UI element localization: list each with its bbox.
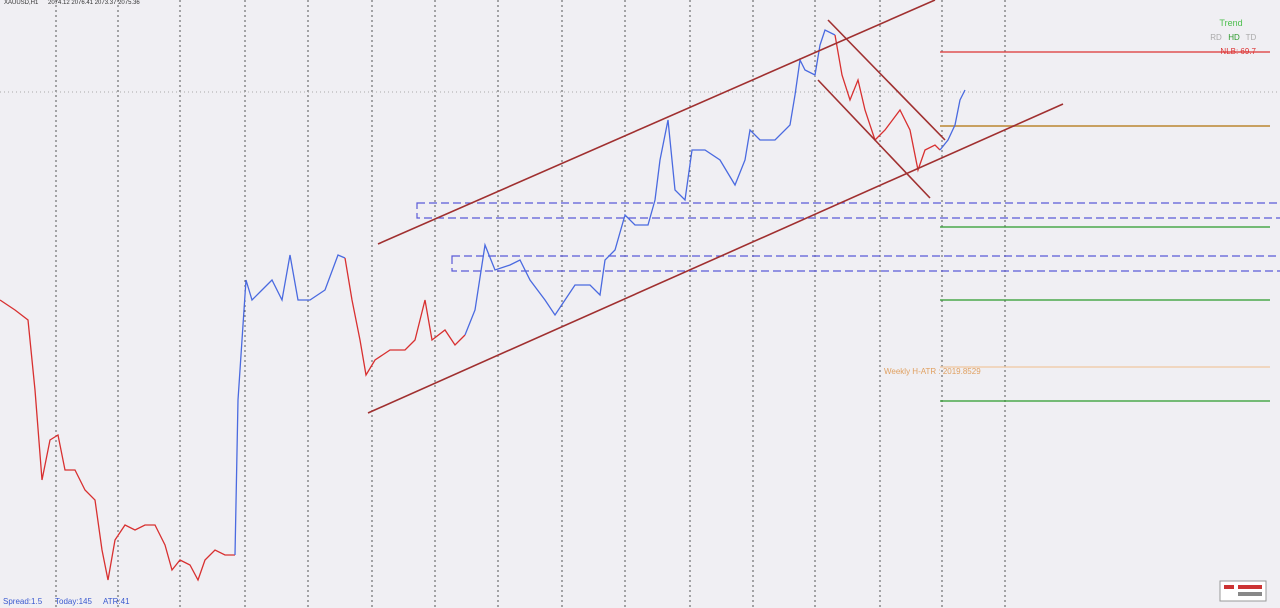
today: Today:145	[55, 597, 92, 606]
icon-part	[1238, 592, 1262, 596]
atr: ATR:41	[103, 597, 130, 606]
channels	[367, 0, 1064, 414]
trend-label: TD	[1246, 33, 1257, 42]
icon-part	[1238, 585, 1262, 589]
price	[0, 29, 966, 582]
trend-title: Trend	[1219, 18, 1242, 28]
weekly-atr: Weekly H-ATR : 2019.8529	[884, 367, 981, 376]
spread: Spread:1.5	[3, 597, 43, 606]
trend-line	[367, 103, 1064, 414]
price-path	[344, 257, 466, 377]
icon-frame[interactable]	[1219, 580, 1267, 602]
trend-line	[827, 19, 946, 141]
trend-line	[377, 0, 936, 245]
trend-line	[817, 79, 931, 199]
symbol: XAUUSD,H1	[4, 0, 39, 6]
zone	[451, 255, 1280, 272]
trend-level: NLB: 69.7	[1220, 47, 1256, 56]
price-path	[0, 299, 235, 582]
trend-label: RD	[1210, 33, 1222, 42]
zones	[416, 202, 1280, 272]
icon-part	[1224, 585, 1234, 589]
price-path	[939, 89, 966, 151]
price-path	[234, 254, 346, 556]
trend-label: HD	[1228, 33, 1240, 42]
zone	[416, 202, 1280, 219]
price-path	[834, 34, 941, 173]
toolbar-icon[interactable]	[1219, 580, 1267, 602]
quote: 2074.12 2076.41 2073.37 2075.36	[48, 0, 140, 6]
price-path	[464, 29, 836, 336]
levels	[940, 51, 1270, 402]
